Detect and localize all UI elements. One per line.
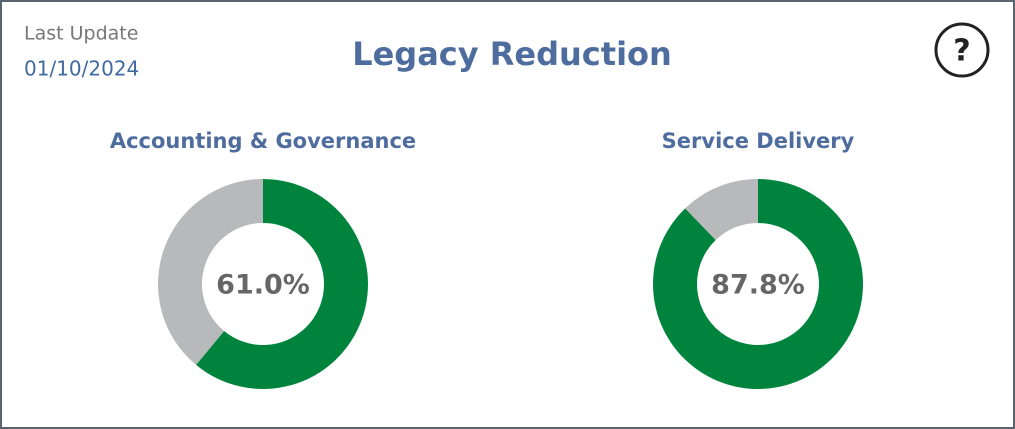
last-update-date: 01/10/2024: [24, 57, 139, 81]
center-label: 87.8%: [711, 270, 805, 301]
last-update-label: Last Update: [24, 23, 138, 45]
chart-title: Accounting & Governance: [110, 129, 416, 153]
donut-segment: [196, 179, 368, 390]
dashboard-title: Legacy Reduction: [352, 35, 672, 73]
donut-segment: [685, 179, 758, 241]
donut-segment: [653, 179, 863, 389]
donut-segment: [157, 179, 263, 365]
help-mark[interactable]: ?: [953, 34, 970, 69]
chart-title: Service Delivery: [662, 129, 855, 153]
center-label: 61.0%: [216, 270, 310, 301]
help-icon[interactable]: [934, 22, 990, 78]
